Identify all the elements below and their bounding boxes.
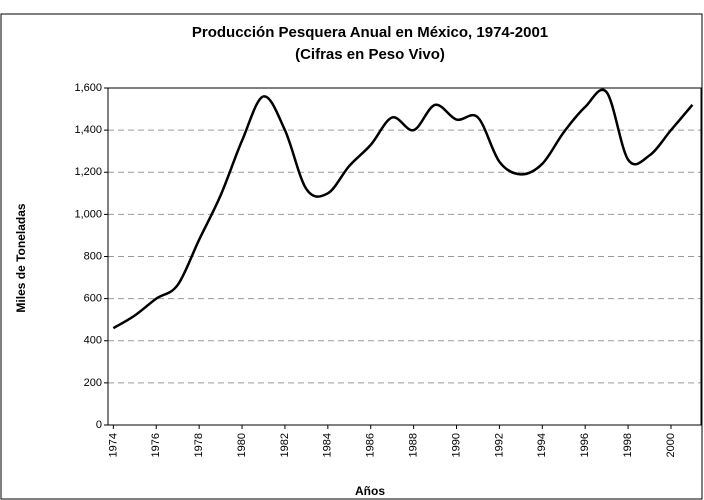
y-tick-label: 1,600: [74, 82, 102, 94]
y-axis-label: Miles de Toneladas: [14, 203, 28, 312]
x-axis-label: Años: [355, 484, 385, 498]
y-tick-label: 1,200: [74, 166, 102, 178]
x-tick-label: 1974: [107, 433, 119, 457]
chart-title: Producción Pesquera Anual en México, 197…: [192, 24, 548, 41]
x-tick-label: 1994: [536, 433, 548, 457]
x-tick-label: 1986: [365, 433, 377, 457]
y-tick-label: 0: [96, 419, 102, 431]
plot-area: [107, 87, 702, 426]
data-line: [112, 88, 694, 330]
x-tick-label: 1978: [193, 433, 205, 457]
y-tick-label: 600: [84, 293, 102, 305]
x-tick-label: 1976: [150, 433, 162, 457]
y-tick-label: 200: [84, 377, 102, 389]
x-tick-label: 1996: [579, 433, 591, 457]
x-tick-label: 1980: [236, 433, 248, 457]
y-tick-label: 800: [84, 250, 102, 262]
y-tick-label: 1,400: [74, 124, 102, 136]
chart-subtitle: (Cifras en Peso Vivo): [295, 46, 445, 63]
x-tick-label: 1984: [322, 433, 334, 457]
y-tick-label: 1,000: [74, 208, 102, 220]
x-tick-label: 1988: [408, 433, 420, 457]
x-tick-label: 1998: [622, 433, 634, 457]
x-tick-label: 1992: [493, 433, 505, 457]
x-tick-label: 2000: [665, 433, 677, 457]
x-tick-label: 1990: [450, 433, 462, 457]
y-tick-label: 400: [84, 335, 102, 347]
x-tick-label: 1982: [279, 433, 291, 457]
